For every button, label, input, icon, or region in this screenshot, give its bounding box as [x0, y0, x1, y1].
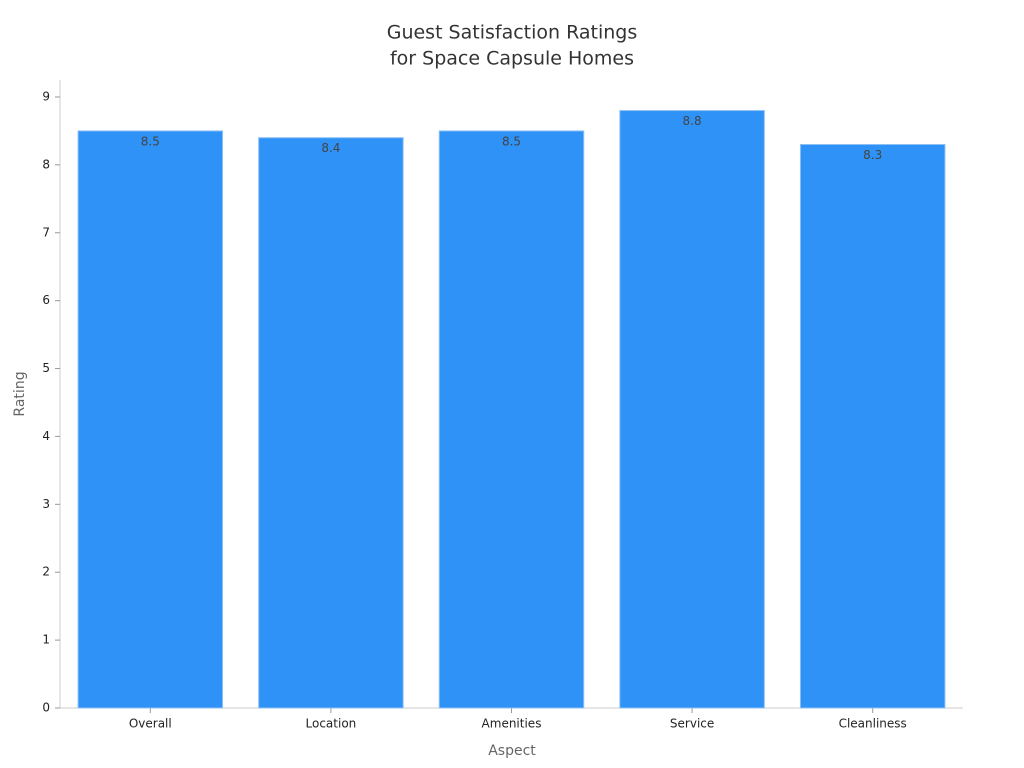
y-tick-label: 5 — [42, 361, 50, 375]
bar — [77, 130, 224, 709]
y-tick-label: 2 — [42, 565, 50, 579]
y-tick-label: 1 — [42, 633, 50, 647]
y-tick-label: 8 — [42, 157, 50, 171]
value-label: 8.3 — [863, 148, 882, 162]
bar — [258, 137, 404, 709]
y-tick-label: 6 — [42, 293, 50, 307]
x-tick-label: Overall — [129, 717, 172, 731]
y-tick-label: 9 — [42, 89, 50, 103]
y-tick-label: 7 — [42, 225, 50, 239]
bar — [799, 143, 946, 709]
bar — [619, 110, 765, 709]
x-tick-label: Cleanliness — [839, 717, 907, 731]
x-tick-label: Service — [670, 717, 714, 731]
value-label: 8.4 — [321, 141, 340, 155]
chart-title: for Space Capsule Homes — [390, 48, 634, 70]
value-label: 8.5 — [502, 134, 521, 148]
y-axis-label: Rating — [12, 371, 28, 416]
x-axis-label: Aspect — [488, 743, 536, 759]
bar — [438, 130, 585, 709]
y-tick-label: 4 — [42, 429, 50, 443]
chart-title: Guest Satisfaction Ratings — [387, 22, 638, 44]
value-label: 8.8 — [683, 114, 702, 128]
value-label: 8.5 — [141, 134, 160, 148]
x-tick-label: Location — [306, 717, 357, 731]
y-tick-label: 3 — [42, 497, 50, 511]
y-tick-label: 0 — [42, 701, 50, 715]
x-tick-label: Amenities — [482, 717, 542, 731]
